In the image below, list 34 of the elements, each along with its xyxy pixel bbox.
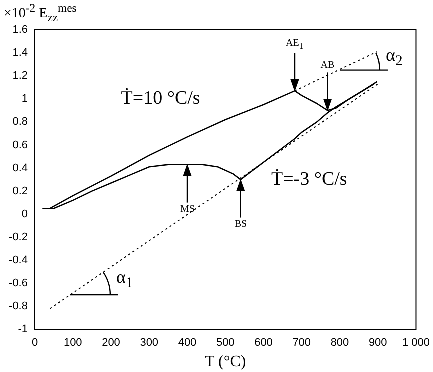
x-tick-label: 1 000 (402, 337, 430, 350)
x-tick-label: 300 (140, 337, 159, 350)
x-tick-label: 800 (330, 337, 350, 350)
annotation: Ṫ=10 °C/s (121, 88, 200, 110)
annotation: α$_{2}$ (386, 44, 403, 70)
x-tick-label: 900 (368, 337, 388, 350)
annotation: AB (320, 60, 335, 71)
annotation: α$_{1}$ (116, 266, 134, 292)
x-tick-label: 200 (102, 337, 120, 350)
y-tick-label: -0.8 (9, 300, 28, 313)
y-tick-label: -1 (18, 324, 28, 336)
x-tick-label: 400 (178, 337, 197, 350)
x-tick-label: 0 (32, 337, 38, 350)
y-tick-label: 0.8 (12, 116, 28, 128)
annotation: BS (234, 218, 248, 230)
y-tick-label: 0 (22, 208, 28, 220)
y-tick-label: 1 (22, 93, 28, 106)
y-tick-label: 0.4 (12, 162, 28, 174)
x-axis-title: T (°C) (205, 354, 246, 371)
y-tick-label: 1.2 (12, 70, 28, 82)
y-tick-label: 1.6 (12, 24, 28, 36)
x-tick-label: 500 (216, 337, 235, 350)
x-tick-label: 600 (254, 337, 273, 350)
annotation: AE$_{1}$ (286, 38, 304, 52)
annotation: Ṫ=-3 °C/s (271, 169, 348, 190)
annotation: MS (180, 204, 195, 215)
x-tick-label: 100 (64, 337, 82, 350)
x-tick-label: 700 (292, 337, 312, 350)
y-tick-label: 0.6 (12, 139, 28, 152)
y-tick-label: 0.2 (12, 185, 28, 198)
y-tick-label: -0.4 (9, 254, 28, 266)
y-tick-label: -0.2 (9, 231, 28, 244)
y-tick-label: 1.4 (12, 47, 28, 60)
y-tick-label: -0.6 (9, 278, 28, 290)
